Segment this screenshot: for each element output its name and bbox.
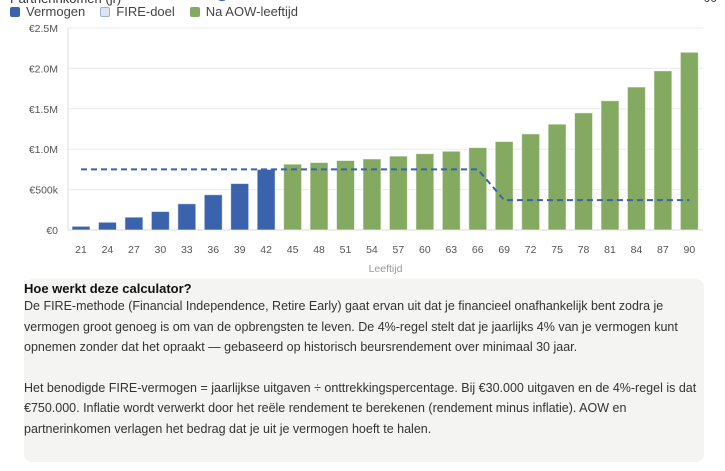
- x-tick-label: 33: [181, 244, 193, 256]
- x-tick-label: 54: [366, 244, 378, 256]
- bar[interactable]: [600, 100, 620, 231]
- x-tick-label: 90: [684, 244, 696, 256]
- y-tick-label: €1.5M: [29, 104, 58, 116]
- legend-swatch-icon: [189, 6, 200, 17]
- bar[interactable]: [468, 147, 488, 231]
- bar[interactable]: [203, 194, 223, 231]
- x-tick-label: 75: [551, 244, 563, 256]
- bar[interactable]: [547, 123, 567, 231]
- bar[interactable]: [626, 86, 646, 231]
- legend-swatch-icon: [10, 6, 20, 17]
- y-tick-label: €2.5M: [29, 23, 58, 35]
- partner-income-slider-handle[interactable]: [214, 0, 230, 1]
- partner-income-value: 00: [704, 0, 717, 5]
- bar[interactable]: [494, 141, 514, 231]
- x-tick-label: 39: [234, 244, 246, 256]
- x-tick-label: 45: [287, 244, 299, 256]
- info-paragraph-1: De FIRE-methode (Financial Independence,…: [24, 299, 678, 354]
- x-tick-label: 42: [260, 244, 272, 256]
- x-tick-label: 51: [340, 244, 352, 256]
- x-tick-label: 78: [578, 244, 590, 256]
- bar[interactable]: [653, 70, 673, 231]
- x-tick-label: 81: [604, 244, 616, 256]
- x-tick-label: 57: [393, 244, 405, 256]
- bar[interactable]: [336, 160, 355, 231]
- bar[interactable]: [150, 210, 170, 231]
- x-tick-label: 30: [155, 244, 167, 256]
- partner-income-slider-row: Partnerinkomen (jr) 00: [10, 0, 725, 6]
- info-paragraph-2: Het benodigde FIRE-vermogen = jaarlijkse…: [24, 380, 697, 436]
- bar[interactable]: [230, 183, 250, 231]
- partner-income-label: Partnerinkomen (jr): [10, 0, 121, 6]
- y-tick-label: €0: [46, 225, 58, 237]
- info-title: Hoe werkt deze calculator?: [24, 281, 192, 296]
- bar[interactable]: [309, 162, 329, 231]
- bar[interactable]: [679, 51, 699, 231]
- legend-label: Vermogen: [26, 4, 86, 19]
- y-tick-label: €500k: [29, 185, 58, 197]
- y-tick-label: €1.0M: [29, 144, 58, 156]
- bar[interactable]: [283, 163, 303, 231]
- x-tick-label: 84: [631, 244, 643, 256]
- fire-goal-line: [81, 168, 690, 202]
- x-tick-label: 72: [525, 244, 537, 256]
- legend-item-na-aow[interactable]: Na AOW-leeftijd: [189, 4, 299, 19]
- x-tick-label: 63: [445, 244, 457, 256]
- wealth-bar-chart: €0 €500k €1.0M €1.5M €2.0M €2.5M 21 24 27 30 33 36 3…: [29, 23, 703, 275]
- info-panel: Hoe werkt deze calculator? De FIRE-metho…: [24, 279, 704, 462]
- x-tick-label: 27: [128, 244, 140, 256]
- x-tick-label: 36: [207, 244, 219, 256]
- bar[interactable]: [362, 158, 382, 231]
- chart-legend: Vermogen FIRE-doel Na AOW-leeftijd: [10, 4, 298, 19]
- x-tick-label: 60: [419, 244, 431, 256]
- x-axis-title: Leeftijd: [369, 263, 403, 275]
- bar[interactable]: [124, 216, 144, 231]
- x-tick-label: 21: [75, 244, 87, 256]
- bar[interactable]: [574, 112, 594, 231]
- y-tick-label: €2.0M: [29, 63, 58, 75]
- bar[interactable]: [521, 133, 541, 231]
- bar[interactable]: [415, 153, 435, 231]
- x-tick-label: 66: [472, 244, 484, 256]
- bar[interactable]: [388, 155, 408, 231]
- legend-item-fire-doel[interactable]: FIRE-doel: [100, 4, 175, 19]
- bar[interactable]: [97, 221, 117, 231]
- bar[interactable]: [256, 168, 276, 231]
- legend-label: Na AOW-leeftijd: [205, 4, 299, 19]
- bar[interactable]: [441, 150, 461, 231]
- bar[interactable]: [71, 225, 91, 231]
- x-tick-label: 87: [657, 244, 669, 256]
- x-tick-label: 48: [313, 244, 325, 256]
- legend-swatch-icon: [100, 6, 111, 17]
- x-tick-label: 69: [498, 244, 510, 256]
- x-tick-label: 24: [102, 244, 114, 256]
- legend-label: FIRE-doel: [116, 4, 175, 19]
- legend-item-vermogen[interactable]: Vermogen: [10, 4, 85, 19]
- bar[interactable]: [177, 203, 197, 231]
